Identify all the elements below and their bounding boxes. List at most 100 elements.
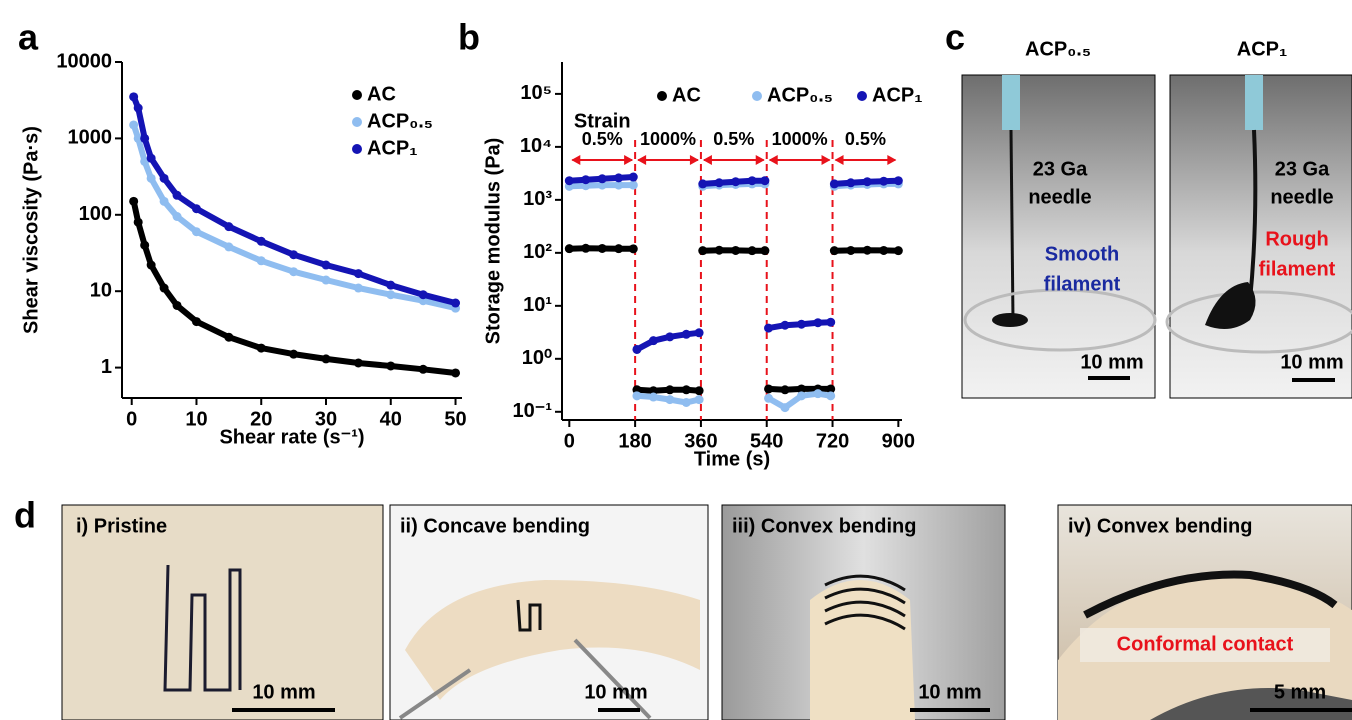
data-point: [893, 176, 903, 186]
data-point: [731, 245, 741, 255]
data-point: [289, 267, 299, 277]
data-point: [698, 179, 708, 189]
photo-title: ACP₁: [1237, 38, 1288, 60]
x-tick-label: 10: [185, 408, 207, 430]
y-tick-label: 10⁻¹: [513, 400, 553, 422]
data-point: [681, 385, 691, 395]
data-point: [813, 318, 823, 328]
data-point: [129, 120, 139, 130]
data-point: [780, 385, 790, 395]
photo-d3: [721, 504, 1006, 720]
data-point: [862, 177, 872, 187]
data-point: [614, 244, 624, 254]
x-tick-label: 50: [444, 408, 466, 430]
x-tick-label: 30: [315, 408, 337, 430]
filament-label: filament: [1259, 258, 1336, 280]
y-tick-label: 1000: [68, 127, 113, 149]
series-line: [569, 180, 899, 411]
data-point: [451, 298, 461, 308]
data-point: [172, 212, 182, 222]
y-tick-label: 10⁵: [520, 82, 552, 104]
data-point: [597, 243, 607, 253]
data-point: [628, 180, 638, 190]
data-point: [418, 290, 428, 300]
legend-label: AC: [367, 83, 396, 105]
data-point: [172, 190, 182, 200]
scale-label: 10 mm: [918, 681, 981, 703]
y-tick-label: 10²: [523, 241, 552, 263]
legend-label: ACP₁: [872, 84, 923, 106]
photo-c2: [1165, 74, 1352, 399]
x-axis-label: Shear rate (s⁻¹): [219, 426, 364, 448]
strain-segment-label: 0.5%: [713, 129, 754, 149]
panel-label: c: [945, 17, 965, 58]
data-point: [648, 392, 658, 402]
filament-label: filament: [1044, 273, 1121, 295]
data-point: [386, 280, 396, 290]
data-point: [714, 178, 724, 188]
data-point: [224, 242, 234, 252]
y-tick-label: 1: [101, 356, 112, 378]
data-point: [764, 393, 774, 403]
data-point: [146, 173, 156, 183]
needle-label: 23 Ga: [1033, 158, 1088, 180]
scale-label: 10 mm: [252, 681, 315, 703]
data-point: [256, 236, 266, 246]
data-point: [321, 354, 331, 364]
data-point: [698, 246, 708, 256]
data-point: [597, 180, 607, 190]
x-tick-label: 540: [750, 430, 783, 452]
data-point: [581, 243, 591, 253]
panel-label: d: [14, 495, 36, 536]
data-point: [731, 177, 741, 187]
data-point: [289, 250, 299, 260]
photo-caption: iii) Convex bending: [732, 515, 916, 537]
data-point: [694, 386, 704, 396]
data-point: [191, 204, 201, 214]
data-point: [879, 245, 889, 255]
data-point: [893, 246, 903, 256]
filament-label: Rough: [1265, 228, 1328, 250]
strain-segment-label: 0.5%: [582, 129, 623, 149]
data-point: [140, 133, 150, 143]
data-point: [764, 323, 774, 333]
data-point: [386, 290, 396, 300]
data-point: [289, 349, 299, 359]
x-tick-label: 0: [564, 430, 575, 452]
data-point: [191, 317, 201, 327]
data-point: [129, 196, 139, 206]
x-tick-label: 20: [250, 408, 272, 430]
y-tick-label: 10: [90, 279, 112, 301]
data-point: [133, 103, 143, 113]
data-point: [694, 328, 704, 338]
series-line: [569, 174, 899, 353]
legend-marker: [352, 117, 362, 127]
data-point: [353, 269, 363, 279]
data-point: [829, 179, 839, 189]
data-point: [256, 343, 266, 353]
data-point: [614, 180, 624, 190]
data-point: [796, 391, 806, 401]
photo-caption: iv) Convex bending: [1068, 515, 1252, 537]
data-point: [129, 92, 139, 102]
x-tick-label: 720: [816, 430, 849, 452]
y-tick-label: 10000: [56, 50, 112, 72]
data-point: [747, 246, 757, 256]
photo-caption: ii) Concave bending: [400, 515, 590, 537]
strain-segment-label: 1000%: [640, 129, 696, 149]
scale-label: 5 mm: [1274, 681, 1326, 703]
panel-label: a: [18, 17, 39, 58]
x-tick-label: 0: [126, 408, 137, 430]
data-point: [862, 245, 872, 255]
legend-label: ACP₁: [367, 137, 418, 159]
data-point: [564, 244, 574, 254]
needle-label: 23 Ga: [1275, 158, 1330, 180]
data-point: [191, 227, 201, 237]
data-point: [321, 275, 331, 285]
photo-c1: [961, 74, 1157, 399]
photo-title: ACP₀.₅: [1025, 38, 1091, 60]
y-tick-label: 10⁴: [520, 135, 552, 157]
strain-segment-label: 1000%: [772, 129, 828, 149]
y-tick-label: 10³: [523, 188, 552, 210]
